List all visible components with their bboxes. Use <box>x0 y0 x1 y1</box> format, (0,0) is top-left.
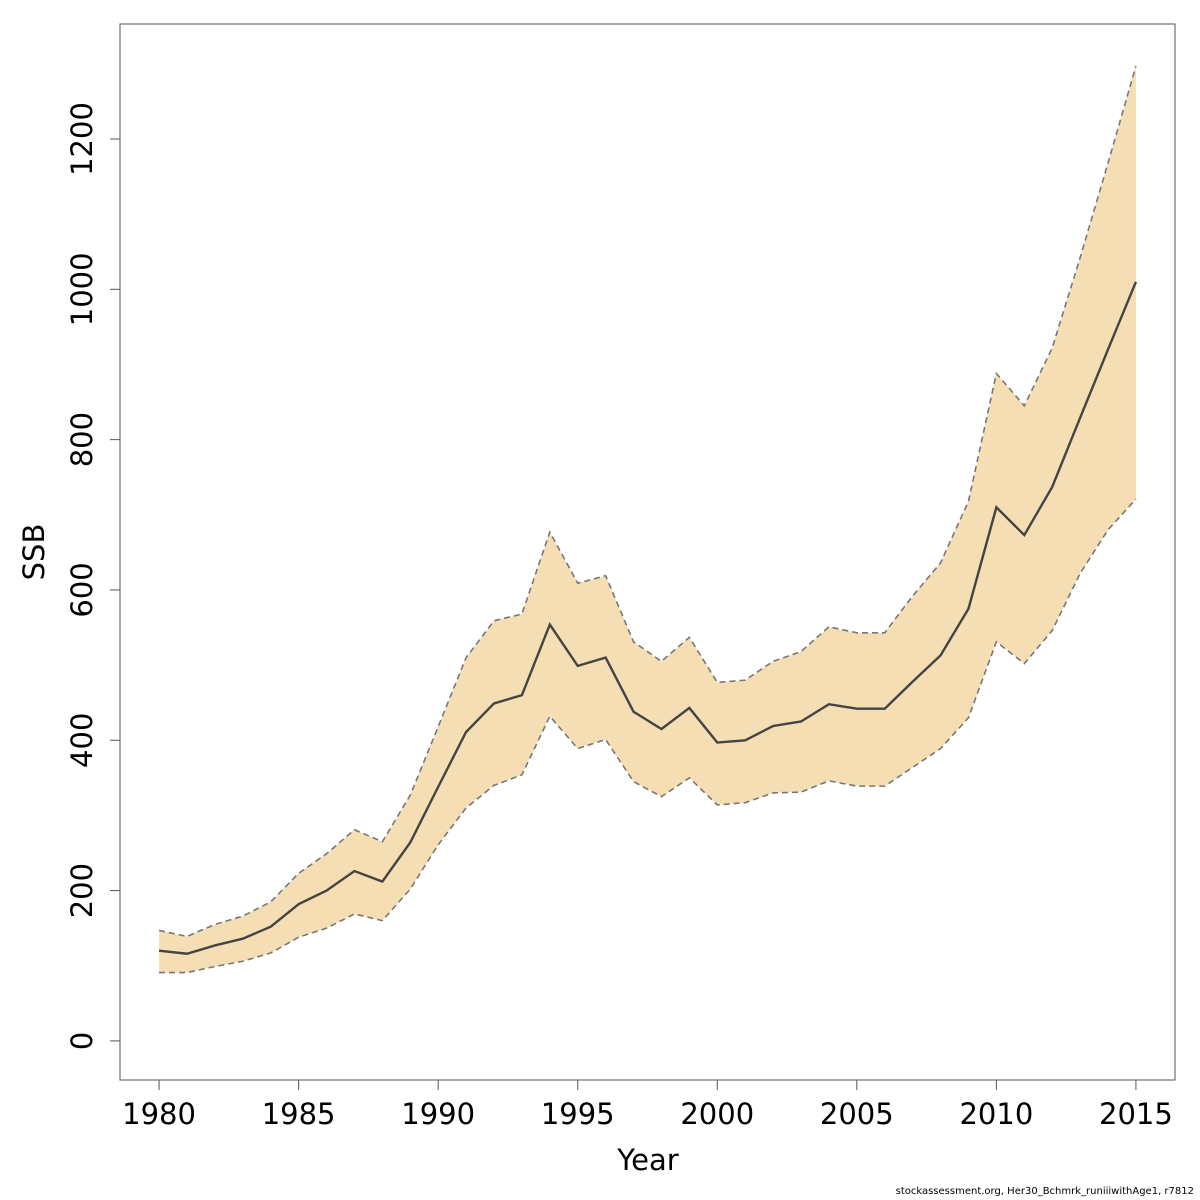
confidence-band <box>159 66 1136 973</box>
y-tick-label: 600 <box>65 562 99 617</box>
lower-bound-line <box>159 498 1137 974</box>
x-tick-label: 2015 <box>1099 1097 1173 1131</box>
y-tick-label: 1200 <box>65 102 99 176</box>
x-tick-label: 2005 <box>820 1097 894 1131</box>
confidence-band-layer <box>159 66 1136 973</box>
y-axis-title: SSB <box>17 524 51 581</box>
upper-bound-line <box>158 65 1137 938</box>
y-axis: 0 200 400 600 800 1000 1200 <box>65 102 121 1050</box>
x-tick-label: 2000 <box>680 1097 754 1131</box>
y-tick-label: 400 <box>65 713 99 768</box>
ssb-estimate-line <box>158 281 1138 955</box>
x-axis-title: Year <box>616 1143 678 1177</box>
x-tick-label: 1985 <box>262 1097 336 1131</box>
x-tick-label: 2010 <box>959 1097 1033 1131</box>
x-axis: 1980 1985 1990 1995 2000 2005 2010 2015 <box>122 1079 1173 1131</box>
footer-caption: stockassessment.org, Her30_Bchmrk_runiii… <box>895 1186 1194 1197</box>
series-line-layer <box>158 65 1138 974</box>
x-tick-label: 1995 <box>541 1097 615 1131</box>
y-tick-label: 800 <box>65 412 99 467</box>
y-tick-label: 0 <box>65 1032 99 1050</box>
y-tick-label: 1000 <box>65 252 99 326</box>
x-tick-label: 1990 <box>401 1097 475 1131</box>
y-tick-label: 200 <box>65 863 99 918</box>
x-tick-label: 1980 <box>122 1097 196 1131</box>
